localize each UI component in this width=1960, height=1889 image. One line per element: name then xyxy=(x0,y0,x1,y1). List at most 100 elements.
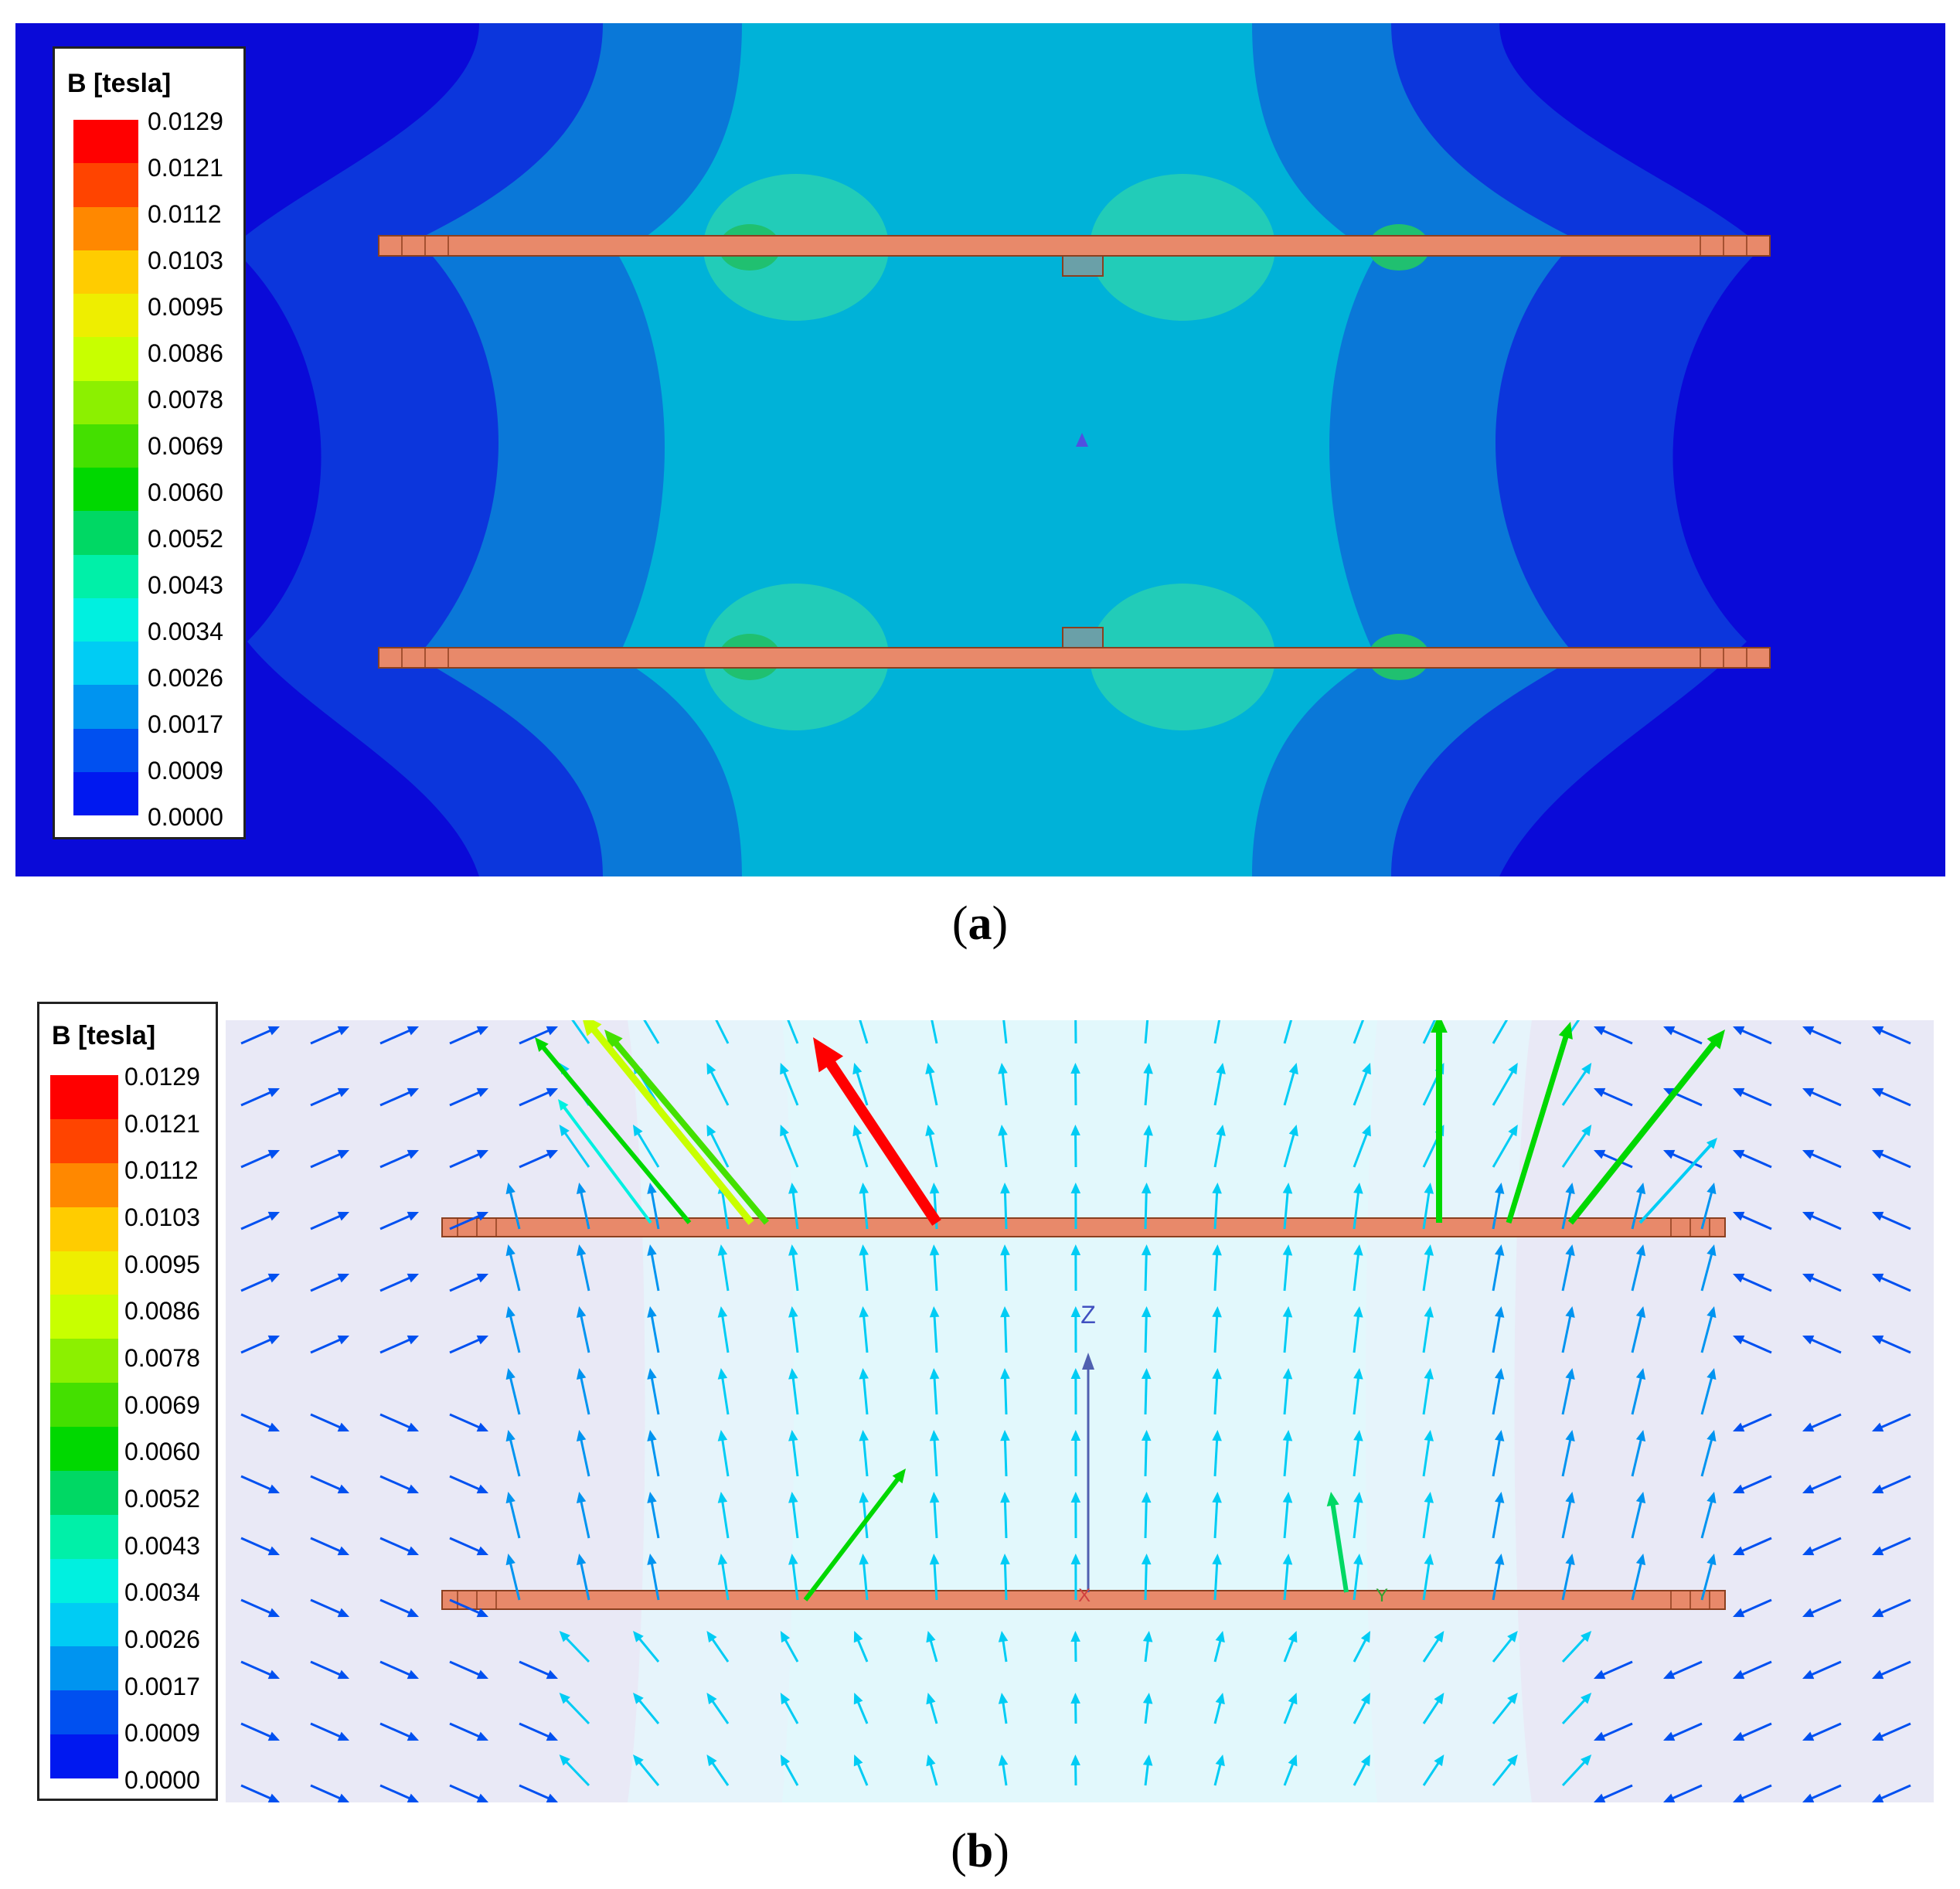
field-arrow xyxy=(449,1152,481,1169)
field-arrow-head xyxy=(929,1183,940,1194)
field-arrow xyxy=(1879,1598,1911,1615)
field-arrow xyxy=(519,1722,551,1738)
field-arrow-head xyxy=(647,1183,657,1194)
field-arrow xyxy=(1809,1338,1842,1354)
field-arrow-head xyxy=(852,1125,863,1137)
field-arrow-head xyxy=(1565,1554,1575,1565)
field-arrow-head xyxy=(337,1731,349,1741)
field-arrow xyxy=(1740,1091,1772,1107)
field-arrow-head xyxy=(717,1368,728,1380)
field-arrow xyxy=(791,1376,799,1415)
field-arrow xyxy=(1144,1253,1148,1292)
field-arrow-head xyxy=(1872,1608,1884,1618)
field-arrow-head xyxy=(633,1631,644,1642)
field-arrow xyxy=(721,1438,730,1477)
field-arrow-head xyxy=(407,1793,419,1802)
field-arrow-head xyxy=(852,1063,863,1075)
field-arrow-head xyxy=(1288,1693,1298,1705)
color-swatch xyxy=(50,1118,118,1163)
field-arrow-head xyxy=(476,1273,488,1283)
field-arrow xyxy=(1283,1020,1293,1044)
field-arrow xyxy=(310,1784,342,1800)
field-arrow xyxy=(240,1413,273,1429)
field-arrow-head xyxy=(476,1608,488,1618)
field-arrow-head xyxy=(1802,1026,1815,1036)
field-arrow xyxy=(791,1499,799,1539)
field-arrow-head xyxy=(1070,1755,1080,1766)
field-arrow xyxy=(1353,1499,1360,1539)
field-arrow-head xyxy=(1494,1430,1505,1441)
field-arrow-head xyxy=(1424,1430,1434,1441)
field-arrow-head xyxy=(1141,1492,1152,1503)
field-arrow-head xyxy=(559,1125,570,1137)
field-arrow xyxy=(1700,1561,1713,1601)
field-arrow xyxy=(1002,1020,1008,1044)
field-arrow xyxy=(928,1070,938,1106)
field-arrow xyxy=(929,1700,938,1724)
color-swatch xyxy=(50,1295,118,1339)
field-arrow xyxy=(1561,1636,1587,1663)
tick-label: 0.0103 xyxy=(148,247,223,274)
field-arrow xyxy=(580,1252,590,1292)
field-arrow-head xyxy=(337,1026,349,1036)
field-arrow-head xyxy=(998,1631,1009,1642)
field-arrow xyxy=(240,1660,273,1676)
field-arrow-head xyxy=(1326,1492,1339,1507)
field-arrow xyxy=(1700,1314,1713,1353)
field-arrow-head xyxy=(1733,1211,1745,1221)
field-arrow-head xyxy=(1288,1755,1298,1767)
caption-b: (b) xyxy=(951,1825,1009,1877)
field-arrow-head xyxy=(267,1273,280,1283)
field-arrow xyxy=(1003,1438,1008,1477)
field-arrow-head xyxy=(1733,1608,1745,1618)
field-arrow-head xyxy=(1565,1368,1575,1380)
field-arrow xyxy=(1740,1660,1772,1676)
field-arrow xyxy=(1506,1033,1570,1224)
field-arrow-head xyxy=(1663,1731,1676,1741)
field-arrow-head xyxy=(1212,1306,1222,1318)
field-arrow xyxy=(1213,1500,1219,1539)
field-arrow xyxy=(1283,1070,1295,1106)
field-arrow-head xyxy=(476,1211,488,1221)
field-arrow xyxy=(1213,1253,1219,1292)
field-arrow-head xyxy=(633,1755,644,1766)
field-arrow-head xyxy=(1872,1793,1884,1802)
field-arrow xyxy=(611,1039,770,1225)
field-arrow xyxy=(310,1660,342,1676)
field-arrow xyxy=(709,1132,730,1168)
field-arrow-head xyxy=(1353,1306,1363,1318)
field-arrow-head xyxy=(1141,1183,1152,1194)
field-arrow-head xyxy=(925,1125,935,1136)
field-arrow-head xyxy=(1070,1430,1081,1441)
field-arrow-head xyxy=(267,1087,280,1098)
field-arrow xyxy=(1492,1561,1502,1601)
field-arrow-head xyxy=(1353,1368,1363,1380)
field-arrow xyxy=(1700,1499,1713,1539)
field-arrow-head xyxy=(859,1183,869,1194)
field-arrow xyxy=(379,1598,412,1615)
field-arrow xyxy=(1601,1091,1633,1107)
field-arrow-head xyxy=(1802,1793,1815,1802)
field-arrow-head xyxy=(407,1731,419,1741)
field-arrow-head xyxy=(633,1125,643,1137)
field-arrow-head xyxy=(337,1273,349,1283)
field-arrow xyxy=(449,1660,481,1676)
field-arrow-head xyxy=(1000,1183,1010,1194)
field-arrow-head xyxy=(1000,1492,1010,1503)
field-arrow-head xyxy=(780,1755,791,1767)
field-arrow-head xyxy=(1581,1063,1592,1075)
field-arrow-head xyxy=(780,1125,789,1137)
field-arrow-head xyxy=(1494,1554,1505,1565)
field-arrow xyxy=(1492,1499,1502,1539)
field-arrow-head xyxy=(788,1430,798,1441)
field-arrow-head xyxy=(1362,1063,1371,1075)
field-arrow-head xyxy=(337,1149,349,1159)
field-arrow-head xyxy=(1362,1125,1371,1137)
axis-label-z: Z xyxy=(1080,1301,1096,1329)
field-arrow-head xyxy=(998,1063,1008,1074)
field-arrow-head xyxy=(267,1793,280,1802)
field-arrow-head xyxy=(1802,1149,1815,1159)
field-arrow xyxy=(862,1377,869,1415)
field-arrow xyxy=(1001,1070,1008,1106)
field-arrow xyxy=(379,1722,412,1738)
